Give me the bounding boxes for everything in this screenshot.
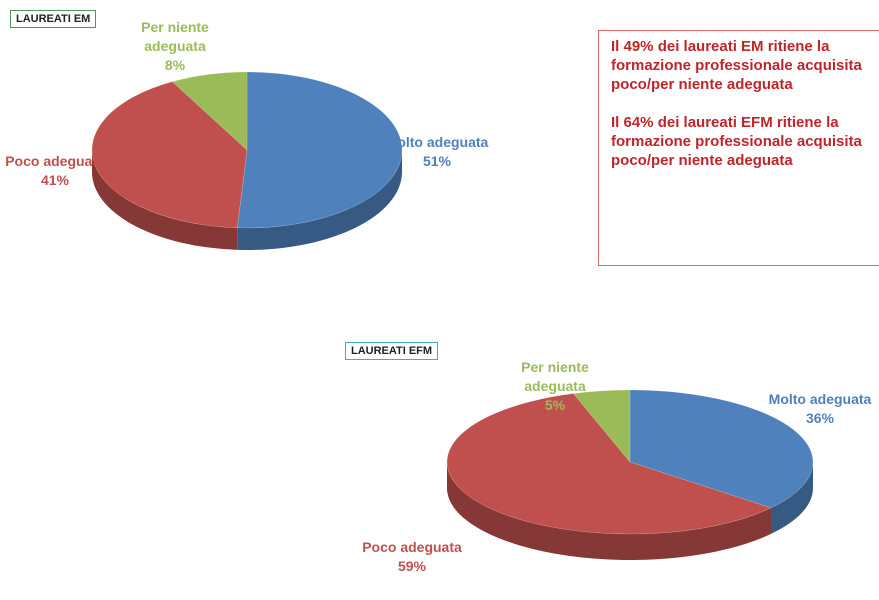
category-label: Molto adeguata: [768, 391, 872, 407]
pie-slice: [446, 393, 772, 561]
pie-slice: [91, 81, 248, 250]
category-label: Poco adeguata: [362, 539, 462, 555]
slice-top: [572, 389, 631, 463]
slice-top: [91, 81, 248, 229]
slice-top: [629, 389, 814, 509]
note-text: Il 64% dei laureati EFM ritiene la forma…: [611, 114, 862, 169]
pie-slice: [171, 71, 248, 151]
value-label: 41%: [40, 172, 70, 188]
value-label: 36%: [805, 410, 835, 426]
category-label: Poco adeguata: [5, 153, 105, 169]
slice-top: [171, 71, 248, 151]
value-label: 8%: [164, 57, 186, 73]
slice-label: Poco adeguata 59%: [357, 538, 467, 576]
value-label: 51%: [422, 153, 452, 169]
category-label: Per niente adeguata: [141, 19, 209, 54]
chart-title: LAUREATI EFM: [345, 342, 439, 360]
note-text: Il 49% dei laureati EM ritiene la formaz…: [611, 38, 862, 93]
pie-slice: [236, 71, 403, 250]
chart-title: LAUREATI EM: [10, 10, 97, 28]
category-label: Per niente adeguata: [521, 359, 589, 394]
slice-label: Per niente adeguata 5%: [500, 358, 610, 415]
pie-slice: [572, 389, 631, 463]
value-label: 59%: [397, 558, 427, 574]
slice-side: [92, 150, 238, 250]
slice-side: [447, 462, 772, 561]
slice-label: Per niente adeguata 8%: [120, 18, 230, 75]
slice-top: [446, 393, 772, 535]
note-box: Il 49% dei laureati EM ritiene la formaz…: [598, 30, 879, 266]
slice-side: [237, 150, 402, 250]
slice-label: Poco adeguata 41%: [0, 152, 110, 190]
pie-slice: [629, 389, 814, 534]
value-label: 5%: [544, 397, 566, 413]
slice-side: [771, 462, 813, 534]
slice-label: Molto adeguata 36%: [765, 390, 875, 428]
slice-top: [236, 71, 403, 229]
category-label: Molto adeguata: [385, 134, 489, 150]
slice-label: Molto adeguata 51%: [382, 133, 492, 171]
